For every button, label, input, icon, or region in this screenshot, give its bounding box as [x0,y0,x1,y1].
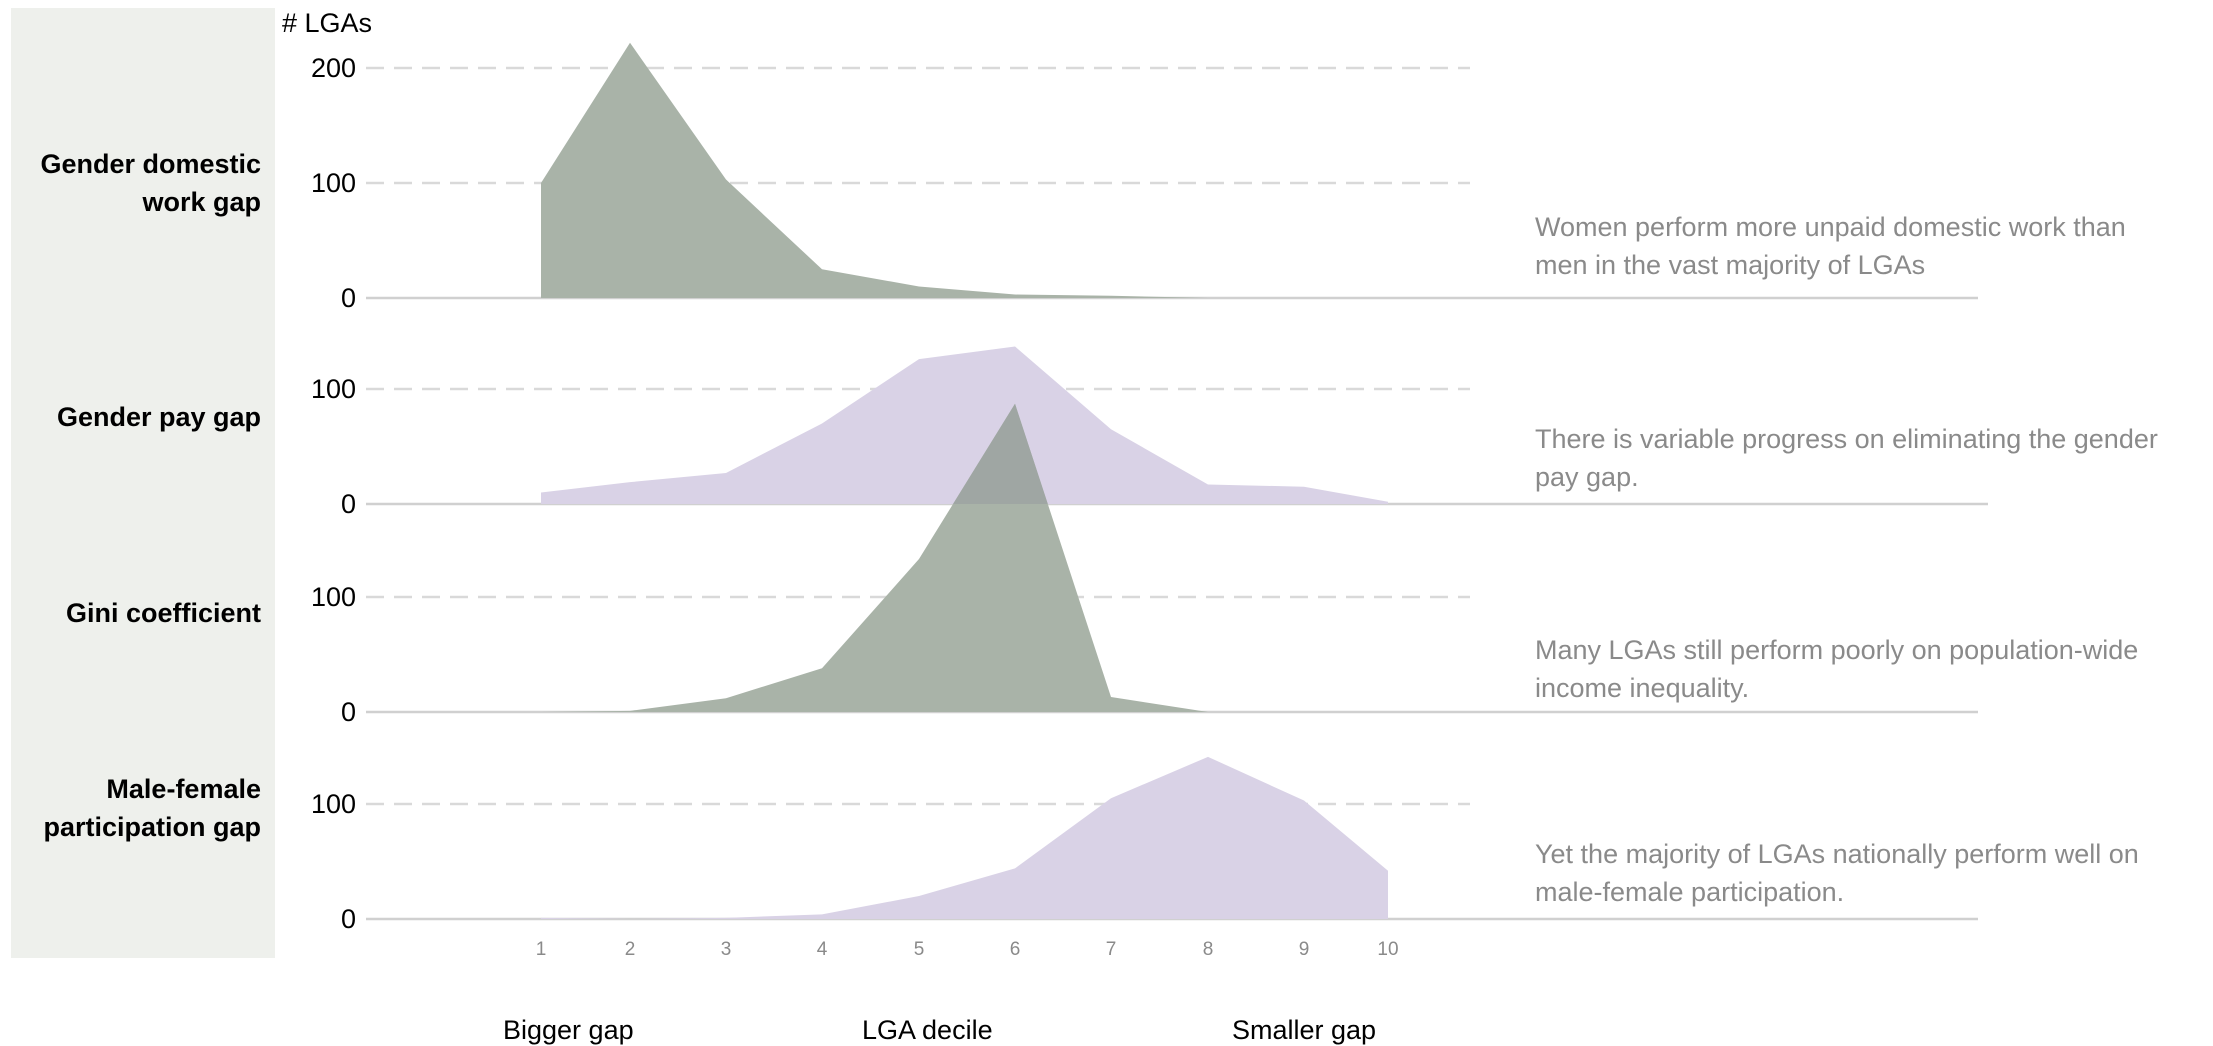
x-tick-label: 10 [1377,939,1398,960]
x-tick-label: 8 [1203,939,1214,960]
row-label-gini: Gini coefficient [0,594,261,632]
note-line: pay gap. [1535,462,1639,492]
x-tick-label: 7 [1106,939,1117,960]
row-label-line: Gender domestic [40,149,261,179]
row-label-line: Gini coefficient [65,598,261,628]
x-tick-label: 9 [1299,939,1310,960]
x-tick-label: 5 [914,939,925,960]
note-gini: Many LGAs still perform poorly on popula… [1535,631,2205,707]
overlap-area [953,403,1048,504]
note-line: Many LGAs still perform poorly on popula… [1535,635,2139,665]
y-tick-label: 100 [311,789,356,819]
row-label-line: Male-female [106,774,261,804]
y-tick-label: 0 [341,697,356,727]
x-tick-label: 6 [1010,939,1021,960]
row-label-pay-gap: Gender pay gap [0,398,261,436]
y-tick-label: 0 [341,904,356,934]
row-label-line: Gender pay gap [56,402,261,432]
note-line: male-female participation. [1535,877,1845,907]
row-label-participation-gap: Male-female participation gap [0,770,261,846]
y-axis-unit-label: # LGAs [282,8,373,38]
row-label-line: participation gap [43,812,261,842]
note-line: There is variable progress on eliminatin… [1535,424,2158,454]
row-label-line: work gap [142,187,261,217]
area-series-2 [541,346,1388,504]
x-tick-label: 3 [721,939,732,960]
y-tick-label: 0 [341,489,356,519]
note-pay-gap: There is variable progress on eliminatin… [1535,420,2205,496]
y-tick-label: 200 [311,53,356,83]
note-line: Yet the majority of LGAs nationally perf… [1535,839,2139,869]
x-axis-title: LGA decile [862,1015,993,1045]
note-line: Women perform more unpaid domestic work … [1535,212,2126,242]
axis-text: 0 100 200 0 100 0 100 0 100 1 2 3 4 5 6 7 8 9 10 [311,53,1399,960]
note-line: income inequality. [1535,673,1750,703]
note-participation-gap: Yet the majority of LGAs nationally perf… [1535,835,2205,911]
note-domestic-work: Women perform more unpaid domestic work … [1535,208,2205,284]
row-label-domestic-work: Gender domestic work gap [0,145,261,221]
y-tick-label: 100 [311,168,356,198]
note-line: men in the vast majority of LGAs [1535,250,1926,280]
x-axis-left-caption: Bigger gap [503,1015,634,1045]
x-axis-right-caption: Smaller gap [1232,1015,1377,1045]
y-tick-label: 0 [341,283,356,313]
x-tick-label: 2 [625,939,636,960]
series-areas [541,42,1388,919]
y-tick-label: 100 [311,582,356,612]
x-tick-label: 4 [817,939,828,960]
y-tick-label: 100 [311,374,356,404]
x-tick-label: 1 [536,939,547,960]
area-series-3 [541,403,1388,712]
area-series-4 [541,756,1388,919]
row-label-panel [11,8,275,958]
area-series-1 [541,42,1388,299]
